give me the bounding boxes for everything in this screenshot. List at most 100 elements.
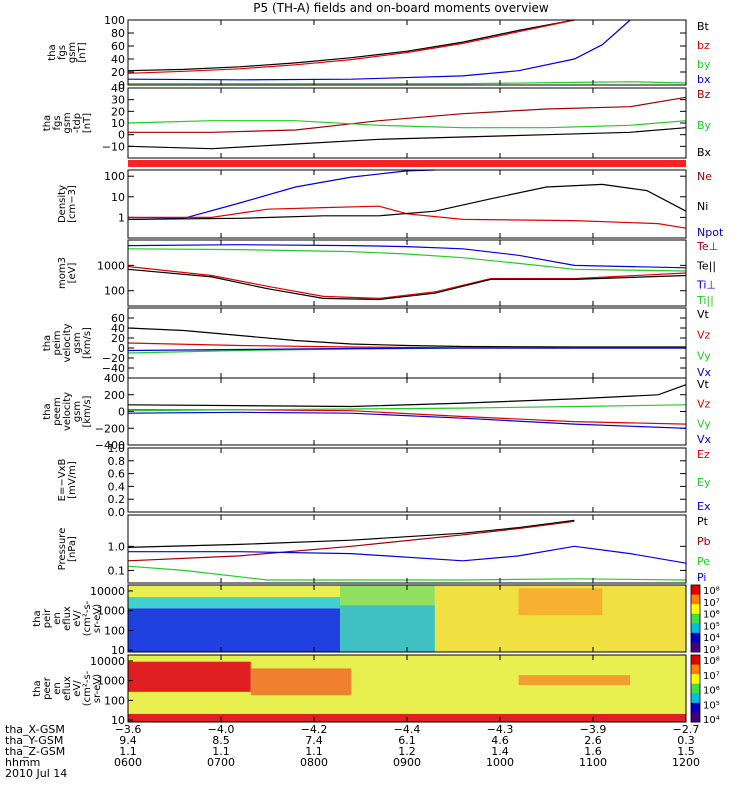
colorbar-segment xyxy=(691,655,700,666)
series-line-bz xyxy=(127,19,575,74)
colorbar-segment xyxy=(691,712,700,723)
y-tick-label: 40 xyxy=(111,322,125,335)
y-tick-label: 100 xyxy=(104,694,125,707)
colorbar-segment xyxy=(691,623,700,634)
y-tick-label: 20 xyxy=(111,332,125,345)
y-tick-label: 20 xyxy=(111,66,125,79)
series-line-Ti⊥ xyxy=(127,244,687,269)
series-line-Npot xyxy=(127,169,435,220)
colorbar-segment xyxy=(691,693,700,704)
x-axis-value: −3.9 xyxy=(580,723,607,736)
y-tick-label: 10 xyxy=(111,191,125,204)
y-tick-label: −20 xyxy=(102,352,125,365)
status-bar xyxy=(128,160,686,167)
heatmap-band xyxy=(250,668,352,696)
y-axis-label: Pressure xyxy=(57,528,68,571)
panel-frame xyxy=(127,307,687,379)
y-tick-label: 400 xyxy=(104,372,125,385)
panel-p1: tha fgs gsm [nT] xyxy=(47,19,687,86)
y-axis-label: sr-eV) xyxy=(92,604,103,633)
y-axis-label: tha xyxy=(42,335,53,351)
colorbar-segment xyxy=(691,674,700,685)
x-axis-row-label: tha_X-GSM xyxy=(5,723,65,736)
panel-p3: Density [cm−3] xyxy=(57,169,687,239)
colorbar-segment xyxy=(691,585,700,596)
colorbar-label: 10⁸ xyxy=(703,656,720,667)
colorbar-label: 10⁵ xyxy=(703,621,720,632)
y-axis-label: [nT] xyxy=(77,42,88,62)
y-tick-label: 40 xyxy=(111,82,125,95)
series-line-Vt xyxy=(127,327,686,348)
y-axis-label: tha xyxy=(42,403,53,419)
x-axis-value: 6.1 xyxy=(398,734,416,747)
legend-item: Ex xyxy=(697,500,711,513)
legend-item: Pe xyxy=(697,555,710,568)
legend-item: Ni xyxy=(697,200,708,213)
y-axis-label: -tdp xyxy=(72,113,83,133)
y-axis-label: (cm²-s- xyxy=(82,600,93,636)
colorbar-segment xyxy=(691,664,700,675)
y-tick-label: 20 xyxy=(111,105,125,118)
colorbar-segment xyxy=(691,702,700,713)
legend-item: Vy xyxy=(697,349,711,362)
legend-item: Ez xyxy=(697,448,710,461)
y-axis-label: eflux xyxy=(62,676,73,701)
y-tick-label: −200 xyxy=(95,422,125,435)
colorbar-label: 10⁴ xyxy=(703,633,720,644)
panel-p6: tha peem velocity gsm [km/s] xyxy=(42,377,687,446)
y-axis-label: velocity xyxy=(62,392,73,431)
legend-item: Vx xyxy=(697,366,712,379)
y-axis-label: en xyxy=(52,682,63,695)
y-tick-label: 1.0 xyxy=(108,540,126,553)
panel-p4: mom3 [eV] xyxy=(57,239,687,307)
legend-item: Bz xyxy=(697,88,711,101)
panel-frame xyxy=(127,514,687,584)
y-axis-label: [eV] xyxy=(67,263,78,284)
legend-item: Vz xyxy=(697,329,711,342)
y-tick-label: 100 xyxy=(104,170,125,183)
heatmap-band xyxy=(128,661,251,692)
colorbar-label: 10⁶ xyxy=(703,610,720,621)
series-line-Te|| xyxy=(127,268,687,301)
legend-item: Pi xyxy=(697,571,706,584)
x-axis-value: −4.4 xyxy=(394,723,421,736)
legend-item: bx xyxy=(697,73,711,86)
y-axis-label: peim xyxy=(52,330,63,355)
y-axis-label: [mV/m] xyxy=(67,461,78,499)
colorbar-label: 10⁸ xyxy=(703,586,720,597)
legend-item: Ti⊥ xyxy=(696,279,716,292)
y-tick-label: 0 xyxy=(118,342,125,355)
y-tick-label: 0.6 xyxy=(108,468,126,481)
y-tick-label: 100 xyxy=(104,14,125,27)
y-axis-label: Density xyxy=(57,185,68,223)
y-tick-label: 0 xyxy=(118,79,125,92)
x-axis-value: 7.4 xyxy=(305,734,323,747)
legend-item: Ey xyxy=(697,476,711,489)
y-tick-label: 0 xyxy=(118,406,125,419)
legend-item: Vz xyxy=(697,398,711,411)
y-axis-label: peer xyxy=(42,676,53,700)
y-axis-label: (cm²-s- xyxy=(82,670,93,706)
y-axis-label: gsm xyxy=(72,401,83,422)
y-axis-label: [km/s] xyxy=(82,327,93,359)
y-tick-label: 1000 xyxy=(97,259,125,272)
y-axis-label: tha xyxy=(42,115,53,131)
panel-p8: Pressure [nPa] xyxy=(57,514,687,584)
colorbar-label: 10⁴ xyxy=(703,715,720,726)
y-tick-label: 10 xyxy=(111,644,125,657)
legend-item: Npot xyxy=(697,226,724,239)
x-axis-value: 1.1 xyxy=(212,745,230,758)
heatmap-band xyxy=(340,585,435,606)
y-axis-label: en xyxy=(52,612,63,625)
heatmap-band xyxy=(518,675,631,686)
x-axis-row-label: tha_Y-GSM xyxy=(5,734,63,747)
panel-p5: tha peim velocity gsm [km/s] xyxy=(42,307,687,379)
y-tick-label: 10 xyxy=(111,714,125,727)
y-tick-label: 1 xyxy=(118,211,125,224)
y-tick-label: 0.0 xyxy=(108,506,126,519)
y-tick-label: 1.0 xyxy=(108,442,126,455)
colorbar-label: 10³ xyxy=(703,645,720,656)
series-line-Ne xyxy=(128,205,687,229)
x-axis-value: 8.5 xyxy=(212,734,230,747)
